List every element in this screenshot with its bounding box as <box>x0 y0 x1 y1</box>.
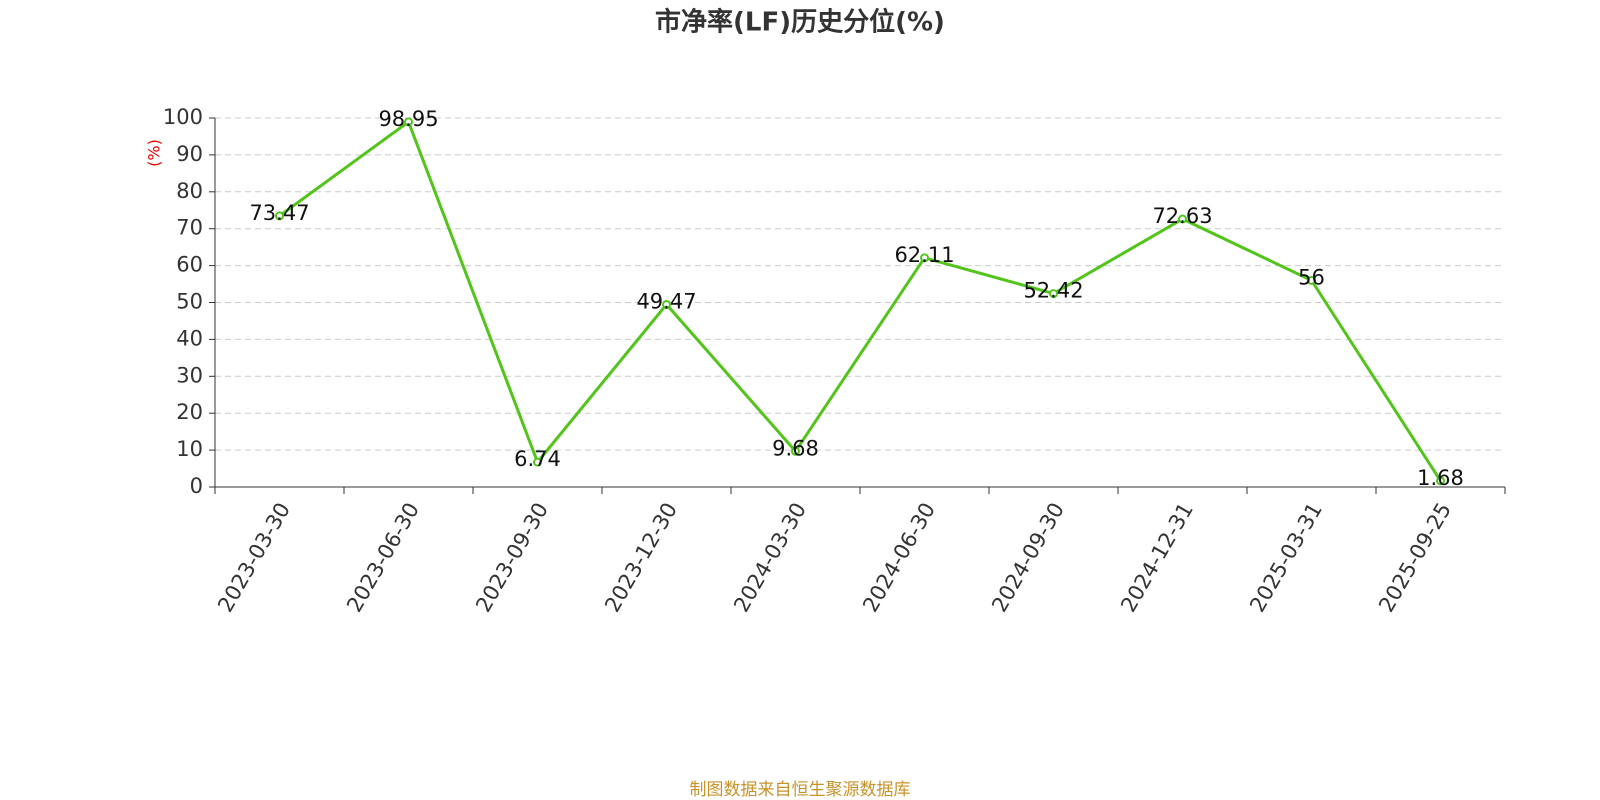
y-tick-label: 0 <box>190 474 203 498</box>
point <box>404 117 413 127</box>
y-tick-label: 100 <box>163 105 203 129</box>
point <box>275 211 284 221</box>
point <box>1307 275 1316 285</box>
point <box>533 457 542 467</box>
data-label: 72.63 <box>1152 204 1212 228</box>
x-tick-label: 2025-09-25 <box>1374 499 1456 617</box>
data-label: 73.47 <box>249 201 309 225</box>
data-label: 9.68 <box>772 436 819 460</box>
y-tick-label: 30 <box>176 363 203 387</box>
x-tick-label: 2023-09-30 <box>471 499 553 617</box>
data-label: 98.95 <box>378 107 438 131</box>
point <box>662 299 671 309</box>
y-tick-label: 80 <box>176 179 203 203</box>
point <box>791 446 800 456</box>
line <box>278 119 1442 482</box>
x-tick-label: 2025-03-31 <box>1245 499 1327 617</box>
point <box>1178 214 1187 224</box>
data-label: 49.47 <box>636 289 696 313</box>
x-tick-label: 2023-12-30 <box>600 499 682 617</box>
data-label: 56 <box>1298 265 1325 289</box>
x-tick-label: 2023-03-30 <box>213 499 295 617</box>
x-tick-label: 2024-12-31 <box>1116 499 1198 617</box>
y-tick-label: 20 <box>176 400 203 424</box>
data-label: 1.68 <box>1417 466 1464 490</box>
y-tick-label: 70 <box>176 216 203 240</box>
point <box>1436 476 1445 486</box>
chart-title: 市净率(LF)历史分位(%) <box>655 7 945 38</box>
x-tick-label: 2024-06-30 <box>858 499 940 617</box>
y-tick-label: 60 <box>176 253 203 277</box>
point <box>1049 289 1058 299</box>
source-note: 制图数据来自恒生聚源数据库 <box>690 780 911 800</box>
data-label: 6.74 <box>514 447 561 471</box>
y-tick-label: 10 <box>176 437 203 461</box>
data-label: 62.11 <box>894 243 954 267</box>
data-label: 52.42 <box>1023 279 1083 303</box>
x-tick-label: 2023-06-30 <box>342 499 424 617</box>
y-tick-label: 90 <box>176 142 203 166</box>
x-tick-label: 2024-03-30 <box>729 499 811 617</box>
point <box>920 253 929 263</box>
x-tick-label: 2024-09-30 <box>987 499 1069 617</box>
y-tick-label: 50 <box>176 290 203 314</box>
y-axis-label: (%) <box>145 139 164 167</box>
y-tick-label: 40 <box>176 326 203 350</box>
